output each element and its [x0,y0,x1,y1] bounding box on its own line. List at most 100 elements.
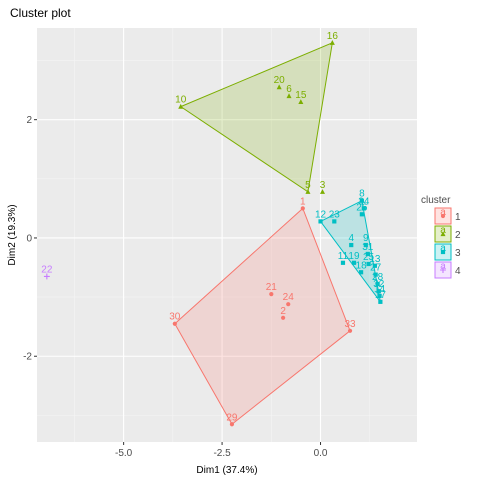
y-axis-title: Dim2 (19.3%) [7,204,18,265]
plot-panel [37,28,417,442]
point-label: 22 [41,264,53,275]
legend-key-symbol [440,213,446,219]
point-label: 4 [348,233,354,244]
legend-key-symbol [440,267,446,273]
legend-key-symbol [440,249,446,255]
legend-key-letter: a [440,225,446,236]
cluster-1-point [300,206,305,211]
y-tick-label: -2 [23,352,32,363]
legend-label: 1 [455,212,461,223]
point-label: 31 [362,242,374,253]
point-label: 16 [327,31,339,42]
point-label: 8 [359,189,365,200]
grid [37,28,417,442]
point-label: 34 [358,196,370,207]
cluster-3-point [366,261,371,267]
cluster-3-point [377,293,382,299]
point-label: 15 [295,90,307,101]
cluster-1-point [229,422,235,427]
cluster-3-hull [319,199,381,303]
cluster-2-hull [179,41,333,193]
point-label: 27 [370,263,382,274]
point-label: 29 [226,412,238,423]
point-label: 19 [348,251,360,262]
cluster-3-point [318,219,323,224]
cluster-3-point [340,260,346,265]
cluster-2-point [305,189,311,194]
cluster-3-point [376,289,381,294]
cluster-2-point [286,93,292,99]
point-label: 24 [283,292,295,303]
cluster-2-point [276,84,282,90]
cluster-3-point [378,299,383,304]
cluster-3-point [359,198,364,203]
y-tick-label: 0 [26,233,32,244]
cluster-3-point [372,263,377,268]
point-label: 32 [373,279,385,290]
point-label: 26 [356,202,368,213]
point-label: 14 [374,284,386,295]
cluster-3-point [363,242,368,248]
cluster-1-point [281,315,286,320]
legend-key-letter: a [440,261,446,272]
legend-title: cluster [421,195,451,206]
point-label: 9 [363,233,369,244]
cluster-3-point [375,281,380,287]
legend-label: 2 [455,230,461,241]
cluster-3-point [332,219,337,224]
y-tick-label: 2 [26,115,32,126]
legend-label: 3 [455,248,461,259]
cluster-2-point [319,189,326,194]
point-label: 3 [320,180,326,191]
legend-label: 4 [455,266,461,277]
x-tick-label: -2.5 [213,448,231,459]
point-label: 21 [266,282,278,293]
legend-key-symbol [440,231,446,237]
point-label: 12 [315,209,327,220]
point-label: 2 [280,306,286,317]
axes: -5.0 -2.5 0.0 -2 0 2 [23,115,328,459]
cluster-1-point [172,321,177,326]
cluster-hulls [174,41,381,426]
cluster-4-point [43,273,50,280]
cluster-2-point [178,103,184,109]
x-tick-label: 0.0 [314,448,328,459]
cluster-2-point [298,99,304,105]
chart-title: Cluster plot [10,6,71,20]
cluster-1-point [269,292,274,297]
point-label: 18 [356,260,368,271]
x-axis-title: Dim1 (37.4%) [196,465,257,476]
point-label: 30 [169,312,181,323]
cluster-3-point [359,212,364,217]
cluster-3-point [358,270,364,275]
cluster-3-point [365,251,370,257]
point-label: 10 [175,95,187,106]
cluster-2-point [329,40,335,45]
point-label: 13 [369,254,381,265]
point-label: 11 [338,251,349,262]
point-label: 28 [372,272,384,283]
cluster-3-point [349,242,354,248]
legend-key-letter: a [440,207,446,218]
cluster-3-point [373,272,378,277]
point-label: 1 [300,196,306,207]
cluster-3-point [361,206,366,211]
point-label: 23 [329,209,341,220]
point-label: 5 [305,180,311,191]
point-label: 33 [344,319,356,330]
cluster-1-point [347,328,353,333]
x-tick-label: -5.0 [115,448,133,459]
point-label: 6 [286,84,292,95]
legend-key-letter: a [440,243,446,254]
cluster-points [43,40,383,427]
point-label: 25 [363,252,375,263]
cluster-1-point [286,302,291,307]
cluster-3-point [351,260,357,265]
